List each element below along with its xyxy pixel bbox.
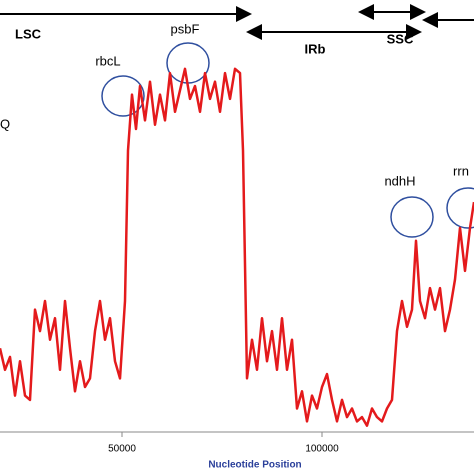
- annotation: rrn: [453, 163, 469, 178]
- region-label: SSC: [387, 31, 414, 46]
- data-line: [0, 67, 474, 427]
- highlight-circle: [446, 187, 474, 229]
- highlight-circle: [390, 196, 434, 238]
- annotation: Q: [0, 116, 10, 131]
- x-tick-label: 100000: [305, 444, 339, 455]
- annotation: rbcL: [95, 53, 120, 68]
- region-label: IRb: [305, 41, 326, 56]
- highlight-circle: [101, 75, 145, 117]
- region-label: LSC: [15, 26, 42, 41]
- annotation: psbF: [171, 21, 200, 36]
- highlight-circle: [166, 42, 210, 84]
- annotation: ndhH: [384, 173, 415, 188]
- x-axis-label: Nucleotide Position: [208, 460, 301, 471]
- x-tick-label: 50000: [108, 444, 136, 455]
